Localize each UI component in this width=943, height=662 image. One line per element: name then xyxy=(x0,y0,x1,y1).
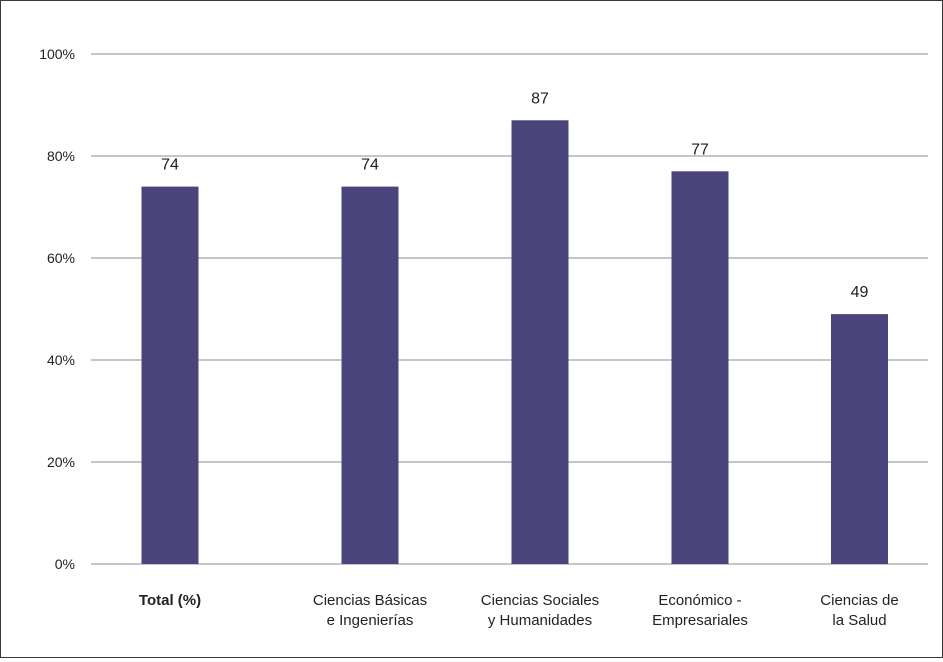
bar-value-label: 77 xyxy=(691,141,709,158)
data-labels: 74 74 87 77 49 xyxy=(161,90,868,301)
category-label: Ciencias Sociales xyxy=(481,592,599,609)
category-label: Económico - xyxy=(658,592,741,609)
category-label: y Humanidades xyxy=(488,612,592,629)
category-label: e Ingenierías xyxy=(327,612,414,629)
bar xyxy=(671,171,729,565)
y-tick-label: 100% xyxy=(39,46,75,62)
category-label: la Salud xyxy=(832,612,886,629)
y-tick-label: 60% xyxy=(47,250,75,266)
y-tick-label: 40% xyxy=(47,352,75,368)
bar-value-label: 74 xyxy=(361,157,379,174)
grid-layer xyxy=(91,53,928,565)
x-axis-category-labels: Total (%) Ciencias Básicas e Ingenierías Ci… xyxy=(139,592,899,629)
bars xyxy=(141,120,888,565)
y-tick-label: 80% xyxy=(47,148,75,164)
bar xyxy=(341,186,399,564)
bar xyxy=(831,314,888,564)
y-tick-label: 20% xyxy=(47,454,75,470)
bar-value-label: 74 xyxy=(161,157,179,174)
category-label: Ciencias de xyxy=(820,592,898,609)
bar xyxy=(141,186,199,564)
y-axis-tick-labels: 0% 20% 40% 60% 80% 100% xyxy=(39,46,75,572)
bar-value-label: 87 xyxy=(531,90,549,107)
bar xyxy=(511,120,569,565)
category-label: Total (%) xyxy=(139,592,201,609)
category-label: Ciencias Básicas xyxy=(313,592,427,609)
y-tick-label: 0% xyxy=(55,556,75,572)
bar-value-label: 49 xyxy=(851,284,869,301)
category-label: Empresariales xyxy=(652,612,748,629)
